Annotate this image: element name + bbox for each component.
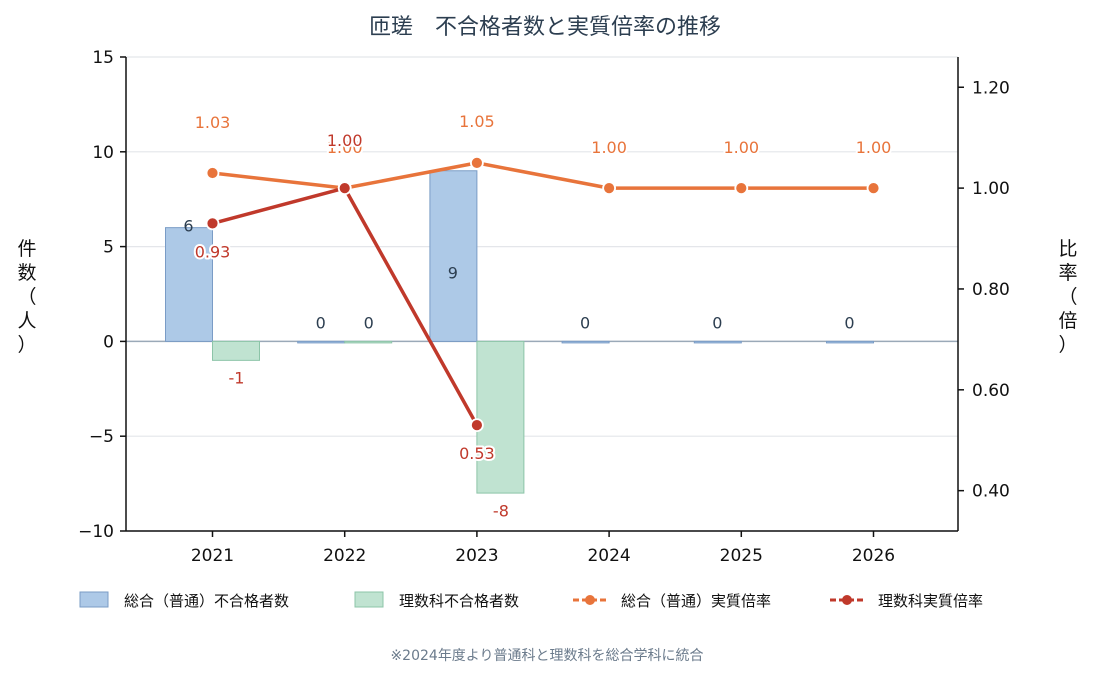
bar [165, 227, 213, 342]
bar-value-label: 0 [712, 313, 722, 332]
y-left-tick-label: 15 [92, 48, 114, 68]
legend-label: 理数科実質倍率 [878, 592, 983, 610]
y-right-axis-title: 比率（倍） [1058, 238, 1077, 356]
x-tick-label: 2025 [720, 546, 763, 566]
line-value-label: 0.93 [195, 242, 231, 261]
line-value-label: 1.00 [856, 138, 892, 157]
y-left-tick-label: −10 [78, 522, 114, 542]
y-right-tick-label: 1.00 [972, 179, 1010, 199]
series-line [212, 161, 874, 190]
legend-label: 総合（普通）実質倍率 [621, 592, 771, 610]
line-value-label: 1.05 [459, 112, 495, 131]
bar-value-label: 9 [448, 263, 458, 282]
axis-title-char: 率 [1058, 262, 1077, 284]
axis-title-char: ） [17, 334, 36, 356]
bars-layer [165, 170, 874, 494]
x-tick-label: 2024 [587, 546, 630, 566]
y-left-tick-label: 10 [92, 143, 114, 163]
bar-value-label: 6 [183, 216, 193, 235]
series-point [469, 155, 484, 170]
axis-title-char: （ [1058, 286, 1077, 308]
bar [297, 340, 346, 344]
x-tick-label: 2023 [455, 546, 498, 566]
y-left-axis-title: 件数（人） [17, 238, 36, 356]
y-right-tick-label: 0.80 [972, 280, 1010, 300]
lines-layer [205, 155, 881, 433]
bar-value-label: 0 [316, 313, 326, 332]
series-point [866, 181, 881, 196]
line-value-label: 1.00 [723, 138, 759, 157]
x-tick-label: 2021 [191, 546, 234, 566]
series-point [734, 181, 749, 196]
series-point [602, 181, 616, 196]
legend-label: 総合（普通）不合格者数 [124, 592, 289, 610]
axis-title-char: 倍 [1058, 310, 1077, 332]
legend-swatch [354, 591, 384, 608]
footnote: ※2024年度より普通科と理数科を総合学科に統合 [390, 648, 703, 664]
bar [344, 340, 393, 344]
y-right-tick-label: 1.20 [972, 78, 1010, 98]
axis-title-char: 件 [17, 238, 36, 260]
y-left-tick-label: −5 [89, 427, 114, 447]
axis-title-char: （ [17, 286, 36, 308]
x-tick-label: 2022 [323, 546, 366, 566]
bar-value-label: 0 [364, 313, 374, 332]
y-right-tick-label: 0.40 [972, 482, 1010, 502]
line-value-label: 1.00 [327, 138, 363, 157]
y-left-tick-label: 0 [103, 332, 114, 352]
line-value-label: 1.00 [591, 138, 627, 157]
bar [212, 340, 260, 361]
bar [476, 340, 525, 494]
y-left-tick-label: 5 [103, 238, 114, 258]
legend-marker [842, 595, 852, 605]
axis-title-char: 比 [1058, 238, 1077, 260]
y-right-tick-label: 0.60 [972, 381, 1010, 401]
chart-title: 匝瑳 不合格者数と実質倍率の推移 [369, 15, 721, 40]
line-value-label: 1.03 [195, 113, 231, 132]
axis-title-char: 人 [17, 310, 36, 332]
bar [826, 340, 874, 344]
axes-layer: 15 10 5 0 −5 −10 1.20 1.00 0.80 0.60 0.40 2021 2022 2… [17, 48, 1077, 566]
bar-value-label: -1 [229, 368, 245, 387]
axis-title-char: ） [1058, 334, 1077, 356]
bar-value-label: 0 [844, 313, 854, 332]
bar [561, 340, 610, 344]
bar-value-label: 0 [580, 313, 590, 332]
axis-title-char: 数 [17, 262, 36, 284]
legend-swatch [79, 591, 109, 608]
bar-value-label: -8 [493, 501, 509, 520]
series-point [205, 216, 220, 231]
line-value-label: 0.53 [459, 444, 495, 463]
series-point [469, 418, 484, 433]
x-tick-label: 2026 [852, 546, 895, 566]
legend-label: 理数科不合格者数 [399, 592, 519, 610]
series-point [337, 181, 352, 196]
line-value-label: 1.00 [327, 131, 363, 150]
legend: 総合（普通）不合格者数 理数科不合格者数 総合（普通）実質倍率 理数科実質倍率 [79, 591, 983, 610]
bar [429, 170, 478, 342]
series-point [205, 166, 220, 180]
legend-marker [585, 595, 595, 605]
grid-lines [126, 56, 958, 532]
bar [693, 340, 742, 344]
